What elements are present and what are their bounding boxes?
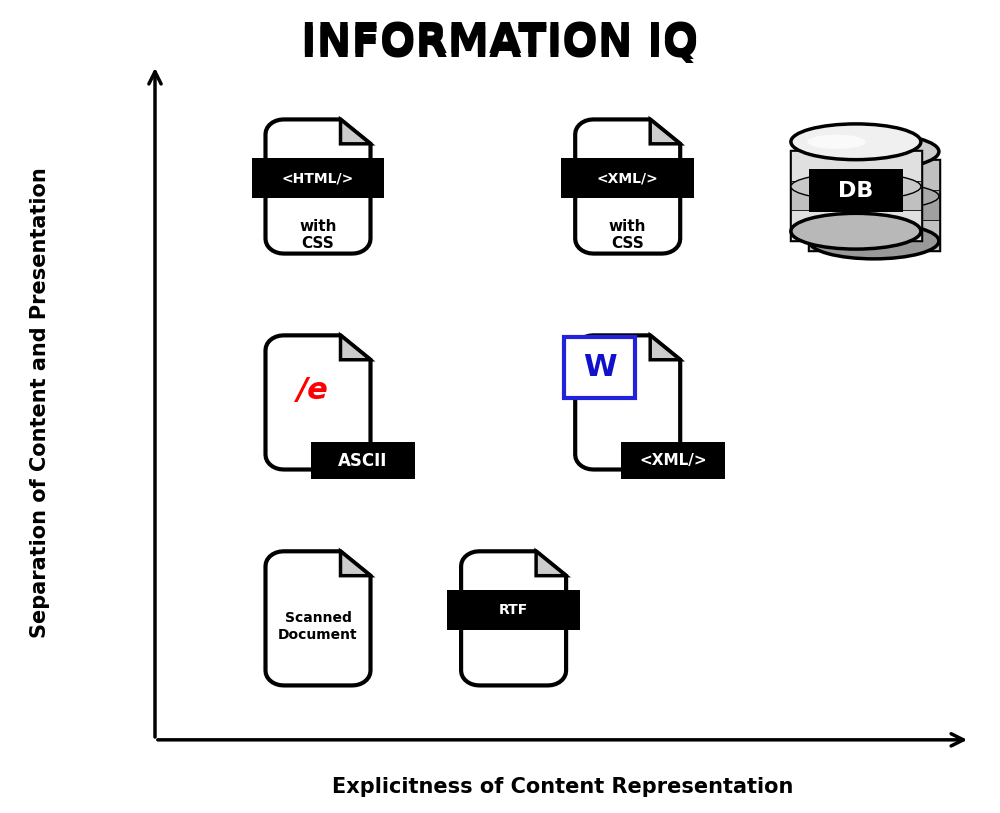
Text: RTF: RTF [499,603,528,617]
FancyBboxPatch shape [809,160,939,250]
Polygon shape [650,335,680,359]
Text: <HTML/>: <HTML/> [282,172,354,185]
Polygon shape [340,335,370,359]
Text: Scanned
Document: Scanned Document [278,611,358,641]
Polygon shape [461,551,566,685]
FancyBboxPatch shape [447,590,580,630]
FancyBboxPatch shape [621,442,725,480]
Text: W: W [583,353,617,382]
Text: <XML/>: <XML/> [639,453,707,468]
Text: Separation of Content and Presentation: Separation of Content and Presentation [30,167,50,638]
FancyBboxPatch shape [809,169,903,211]
Polygon shape [266,120,370,254]
Text: /e: /e [297,376,329,405]
FancyBboxPatch shape [809,220,939,250]
Text: DB: DB [838,180,874,201]
Text: ASCII: ASCII [338,451,388,470]
Polygon shape [575,120,680,254]
Text: <XML/>: <XML/> [597,172,659,185]
FancyBboxPatch shape [791,211,921,240]
Ellipse shape [807,135,866,149]
FancyBboxPatch shape [311,442,415,480]
FancyBboxPatch shape [809,160,939,190]
Text: INFORMATION IQ: INFORMATION IQ [301,24,699,67]
FancyBboxPatch shape [791,150,921,180]
FancyBboxPatch shape [791,180,921,211]
Polygon shape [266,551,370,685]
Polygon shape [650,120,680,144]
Text: with
CSS: with CSS [299,219,337,251]
Text: INFORMATION IQ: INFORMATION IQ [301,20,699,63]
Ellipse shape [809,133,939,169]
FancyBboxPatch shape [809,190,939,220]
FancyBboxPatch shape [561,159,694,198]
Ellipse shape [809,223,939,259]
Polygon shape [575,335,680,469]
FancyBboxPatch shape [791,150,921,240]
Text: with
CSS: with CSS [609,219,646,251]
FancyBboxPatch shape [564,337,635,398]
Ellipse shape [791,124,921,159]
Polygon shape [536,551,566,576]
Text: Explicitness of Content Representation: Explicitness of Content Representation [332,776,793,797]
FancyBboxPatch shape [252,159,384,198]
Polygon shape [266,335,370,469]
Polygon shape [340,120,370,144]
Ellipse shape [791,173,921,200]
Ellipse shape [809,183,939,210]
Ellipse shape [791,213,921,249]
Polygon shape [340,551,370,576]
